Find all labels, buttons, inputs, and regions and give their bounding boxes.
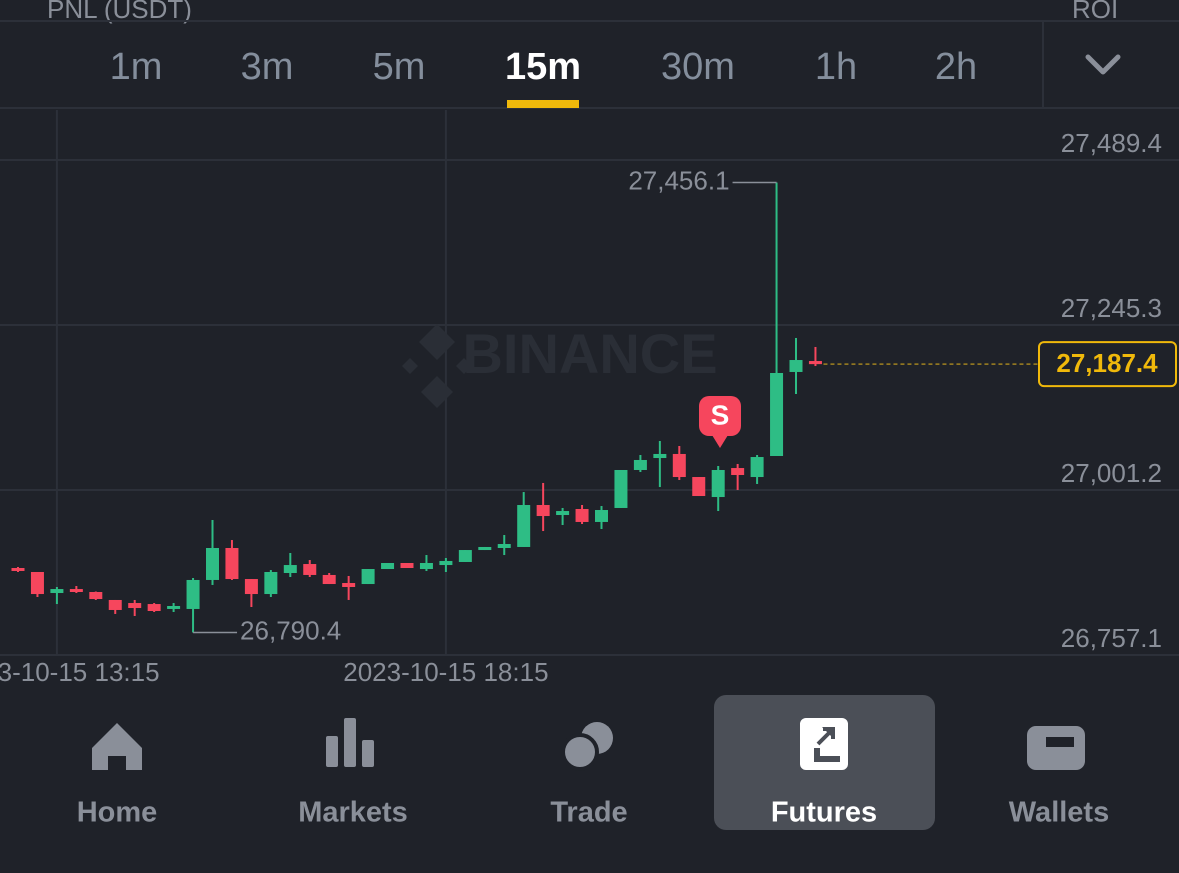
nav-label[interactable]: Home	[77, 797, 158, 829]
candle-body	[400, 563, 414, 569]
x-tick-label: 2023-10-15 18:15	[343, 657, 548, 687]
interval-tab[interactable]: 2h	[935, 46, 977, 88]
interval-tab[interactable]: 30m	[661, 46, 735, 88]
candle-body	[69, 589, 83, 593]
active-tab-underline	[507, 100, 579, 108]
candle-body	[750, 457, 764, 478]
interval-tab[interactable]: 5m	[373, 46, 426, 88]
candle-body	[186, 579, 200, 609]
candle-body	[11, 568, 25, 571]
candle-body	[50, 589, 64, 594]
bottom-nav: Home Markets Trade Futures Wallets	[77, 797, 1110, 829]
candle-body	[808, 361, 822, 365]
candle-body	[789, 360, 803, 372]
markets-icon	[362, 740, 374, 767]
candle-body	[517, 505, 531, 547]
y-tick-label: 27,245.3	[1061, 293, 1162, 323]
candle-body	[283, 565, 297, 574]
candle-body	[439, 560, 453, 566]
interval-tabs: 1m 3m 5m 15m 30m 1h 2h	[110, 46, 977, 108]
signal-badge[interactable]: S	[699, 396, 741, 448]
signal-label: S	[711, 399, 730, 430]
interval-tab[interactable]: 1h	[815, 46, 857, 88]
x-tick-label: 2023-10-15 13:15	[0, 657, 160, 687]
candle-body	[419, 563, 433, 570]
futures-icon	[800, 718, 848, 770]
markets-icon	[326, 736, 338, 767]
candle-body	[89, 592, 103, 600]
interval-tab[interactable]: 3m	[241, 46, 294, 88]
trade-icon	[561, 733, 599, 771]
y-tick-label: 26,757.1	[1061, 623, 1162, 653]
candle-body	[244, 579, 258, 595]
signal-box	[699, 396, 741, 436]
last-price-box	[1038, 341, 1177, 388]
candle-body	[731, 468, 745, 475]
candle-body	[128, 603, 142, 609]
candle-body	[381, 563, 395, 570]
candle-body	[556, 511, 570, 516]
candle-body	[633, 459, 647, 470]
home-icon	[92, 723, 142, 770]
candle-body	[478, 546, 492, 551]
chart: BINANCE 26,757.1 27,001.2 27,245.3 27,489.4…	[0, 110, 1179, 687]
nav-label[interactable]: Wallets	[1009, 797, 1109, 829]
candle-body	[536, 505, 550, 517]
interval-tab[interactable]: 1m	[110, 46, 163, 88]
candle-body	[225, 547, 239, 580]
wallets-icon	[1027, 726, 1085, 770]
candle-body	[30, 571, 44, 595]
candle-body	[147, 604, 161, 611]
candle-body	[614, 469, 628, 508]
candle-body	[303, 564, 317, 575]
candle-body	[264, 571, 278, 595]
candle-body	[342, 583, 356, 587]
watermark-logo	[402, 324, 472, 408]
candle-body	[711, 469, 725, 498]
signal-pointer	[712, 435, 728, 448]
dropdown-chevron[interactable]	[1085, 54, 1121, 75]
watermark: BINANCE	[462, 322, 717, 385]
nav-label[interactable]: Futures	[771, 797, 877, 829]
interval-tab[interactable]: 15m	[505, 46, 581, 88]
candle-body	[692, 477, 706, 497]
y-tick-label: 27,001.2	[1061, 458, 1162, 488]
nav-label[interactable]: Markets	[298, 797, 408, 829]
markets-icon	[344, 718, 356, 767]
low-marker-label: 26,790.4	[240, 615, 341, 645]
candle-body	[108, 599, 122, 610]
nav-icons	[92, 718, 1085, 771]
y-tick-label: 27,489.4	[1061, 128, 1162, 158]
candle-body	[206, 547, 219, 580]
high-marker-label: 27,456.1	[628, 165, 729, 195]
futures-icon-arrow	[816, 727, 835, 746]
candle-body	[497, 544, 511, 548]
candle-body	[322, 574, 336, 585]
candle-body	[361, 569, 375, 585]
candle-body	[595, 510, 608, 522]
candle-body	[672, 453, 686, 478]
last-price-label: 27,187.4	[1056, 348, 1158, 378]
candle-body	[575, 508, 589, 522]
candle-body	[458, 550, 472, 562]
candle-body	[167, 605, 181, 609]
nav-label[interactable]: Trade	[550, 797, 627, 829]
candle-body	[770, 372, 784, 456]
futures-icon-shape	[800, 718, 848, 770]
candle-body	[653, 453, 667, 459]
